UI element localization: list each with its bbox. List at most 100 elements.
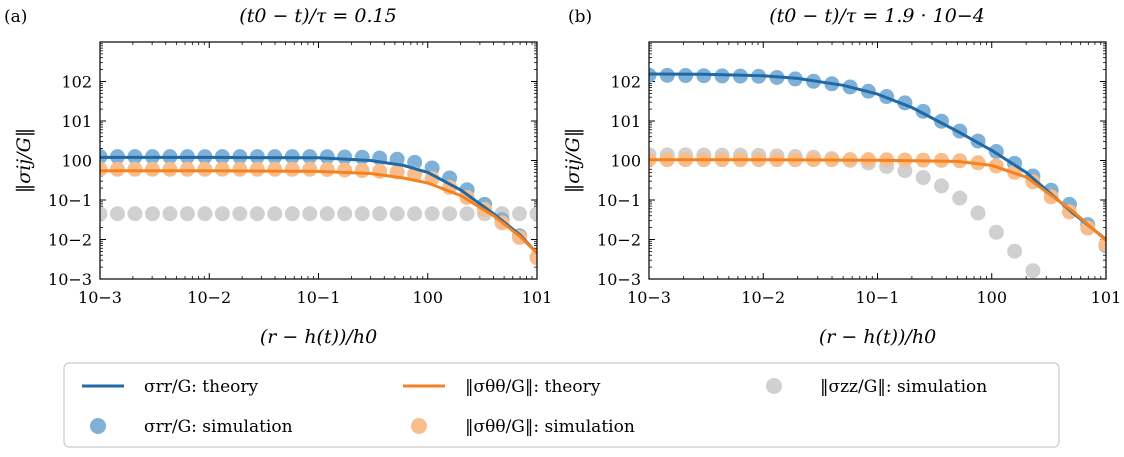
data-point bbox=[197, 161, 213, 177]
legend-item: σrr/G: simulation bbox=[90, 417, 293, 437]
data-point bbox=[214, 206, 230, 222]
data-point bbox=[249, 161, 265, 177]
data-point bbox=[459, 206, 475, 222]
x-tick-label: 10−1 bbox=[856, 288, 900, 307]
legend-box bbox=[63, 362, 1060, 448]
data-point bbox=[302, 161, 318, 177]
y-tick-label: 10−1 bbox=[597, 191, 641, 210]
axis-ticks: 10−3 10−2 10−1 100 101 10−3 10−2 10−1 100 101 102 bbox=[48, 42, 552, 307]
data-point bbox=[319, 206, 335, 222]
y-tick-label: 10−3 bbox=[597, 270, 641, 289]
legend-label: ‖σθθ/G‖: simulation bbox=[465, 417, 635, 437]
x-tick-label: 10−2 bbox=[741, 288, 785, 307]
data-point bbox=[144, 206, 160, 222]
plot-area bbox=[100, 149, 537, 266]
data-point bbox=[179, 206, 195, 222]
legend-marker-swatch bbox=[90, 418, 106, 434]
data-point bbox=[1025, 263, 1041, 279]
data-point bbox=[354, 163, 370, 179]
data-point bbox=[354, 206, 370, 222]
data-point bbox=[915, 170, 931, 186]
y-tick-label: 102 bbox=[610, 73, 641, 92]
data-point bbox=[284, 161, 300, 177]
y-tick-label: 100 bbox=[61, 152, 92, 171]
x-tick-label: 101 bbox=[522, 288, 553, 307]
data-point bbox=[988, 224, 1004, 240]
legend-label: σrr/G: simulation bbox=[144, 417, 293, 437]
data-point bbox=[970, 205, 986, 221]
series-markers bbox=[100, 161, 537, 266]
data-point bbox=[529, 250, 537, 266]
data-point bbox=[952, 190, 968, 206]
data-point bbox=[232, 206, 248, 222]
legend: σrr/G: theory ‖σθθ/G‖: theory ‖σzz/G‖: sim… bbox=[63, 362, 1060, 448]
x-tick-label: 10−1 bbox=[297, 288, 341, 307]
panel-label: (a) bbox=[4, 7, 27, 27]
data-point bbox=[267, 161, 283, 177]
legend-item: ‖σθθ/G‖: theory bbox=[403, 377, 601, 397]
series-line bbox=[649, 72, 1106, 241]
data-point bbox=[424, 206, 440, 222]
series-markers bbox=[100, 206, 537, 222]
x-tick-label: 100 bbox=[412, 288, 443, 307]
data-point bbox=[897, 163, 913, 179]
panel-a: (a) (t0 − t)/τ = 0.15 (r − h(t))/h0 ‖σij/G‖… bbox=[4, 5, 552, 348]
data-point bbox=[1080, 220, 1096, 236]
data-point bbox=[249, 206, 265, 222]
data-point bbox=[267, 206, 283, 222]
panel-label: (b) bbox=[568, 7, 592, 27]
legend-marker-swatch bbox=[766, 378, 782, 394]
data-point bbox=[144, 161, 160, 177]
y-axis-label: ‖σij/G‖ bbox=[562, 128, 584, 194]
data-point bbox=[442, 206, 458, 222]
x-axis-label: (r − h(t))/h0 bbox=[819, 326, 936, 348]
axis-ticks: 10−3 10−2 10−1 100 101 10−3 10−2 10−1 100 101 102 bbox=[597, 42, 1121, 307]
y-tick-label: 102 bbox=[61, 73, 92, 92]
data-point bbox=[407, 206, 423, 222]
axes-frame bbox=[648, 41, 1107, 280]
data-point bbox=[284, 206, 300, 222]
series-line bbox=[100, 169, 537, 255]
legend-label: ‖σθθ/G‖: theory bbox=[465, 377, 601, 397]
y-tick-label: 101 bbox=[610, 112, 641, 131]
data-point bbox=[162, 161, 178, 177]
data-point bbox=[302, 206, 318, 222]
data-point bbox=[162, 206, 178, 222]
data-point bbox=[127, 161, 143, 177]
data-point bbox=[354, 149, 370, 165]
data-point bbox=[100, 206, 108, 222]
x-tick-label: 10−2 bbox=[187, 288, 231, 307]
legend-item: ‖σzz/G‖: simulation bbox=[766, 377, 987, 397]
data-point bbox=[337, 162, 353, 178]
legend-item: ‖σθθ/G‖: simulation bbox=[411, 417, 635, 437]
data-point bbox=[389, 206, 405, 222]
data-point bbox=[214, 161, 230, 177]
data-point bbox=[933, 178, 949, 194]
y-tick-label: 10−2 bbox=[597, 231, 641, 250]
data-point bbox=[127, 206, 143, 222]
y-tick-label: 10−1 bbox=[48, 191, 92, 210]
x-tick-label: 100 bbox=[976, 288, 1007, 307]
legend-marker-swatch bbox=[411, 418, 427, 434]
y-tick-label: 101 bbox=[61, 112, 92, 131]
legend-label: σrr/G: theory bbox=[144, 377, 258, 397]
series-markers bbox=[649, 152, 1106, 252]
panel-title: (t0 − t)/τ = 1.9 · 10−4 bbox=[769, 5, 985, 27]
panel-b: (b) (t0 − t)/τ = 1.9 · 10−4 (r − h(t))/h0 ‖… bbox=[562, 5, 1121, 348]
data-point bbox=[1007, 243, 1023, 259]
data-point bbox=[337, 149, 353, 165]
data-point bbox=[100, 161, 108, 177]
data-point bbox=[372, 206, 388, 222]
legend-item: σrr/G: theory bbox=[82, 377, 258, 397]
y-tick-label: 10−2 bbox=[48, 231, 92, 250]
data-point bbox=[232, 161, 248, 177]
x-axis-label: (r − h(t))/h0 bbox=[260, 326, 377, 348]
legend-label: ‖σzz/G‖: simulation bbox=[820, 377, 987, 397]
data-point bbox=[512, 206, 528, 222]
series-line bbox=[649, 158, 1106, 242]
axes-frame bbox=[99, 41, 538, 280]
x-tick-label: 101 bbox=[1091, 288, 1122, 307]
plot-area bbox=[649, 67, 1106, 279]
